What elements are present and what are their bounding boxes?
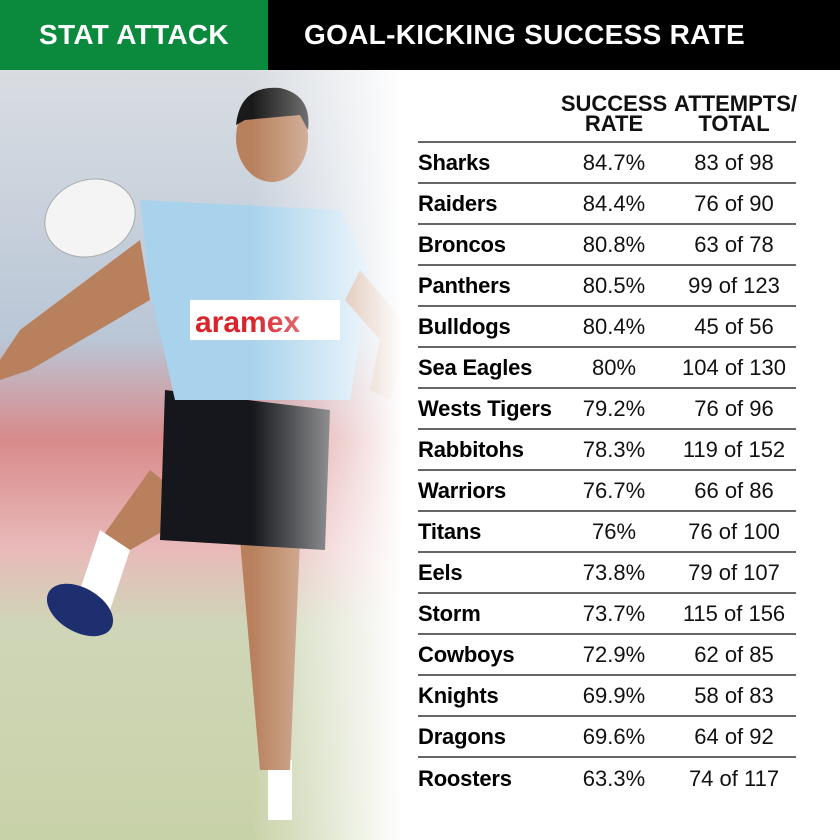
attempts-total: 99 of 123 [688, 272, 780, 298]
team-name: Titans [418, 518, 482, 544]
success-rate: 80.8% [582, 231, 646, 257]
table-row: Raiders 84.4% 76 of 90 [418, 184, 796, 225]
table-row: Storm 73.7% 115 of 156 [418, 594, 796, 635]
team-name: Roosters [418, 765, 512, 791]
stat-attack-tag: STAT ATTACK [0, 0, 268, 70]
team-name: Warriors [418, 477, 507, 503]
table-row: Warriors 76.7% 66 of 86 [418, 471, 796, 512]
table-row: Sharks 84.7% 83 of 98 [418, 143, 796, 184]
table-row: Sea Eagles 80% 104 of 130 [418, 348, 796, 389]
attempts-total: 119 of 152 [682, 436, 786, 462]
table-row: Cowboys 72.9% 62 of 85 [418, 635, 796, 676]
team-name: Panthers [418, 272, 511, 298]
table-body: Sharks 84.7% 83 of 98 Raiders 84.4% 76 of 90 B… [418, 143, 796, 799]
success-rate: 80.4% [582, 313, 646, 339]
table-row: Wests Tigers 79.2% 76 of 96 [418, 389, 796, 430]
table-row: Bulldogs 80.4% 45 of 56 [418, 307, 796, 348]
table-row: Rabbitohs 78.3% 119 of 152 [418, 430, 796, 471]
team-name: Sea Eagles [418, 354, 533, 380]
success-rate: 84.7% [582, 149, 646, 175]
attempts-total: 104 of 130 [682, 354, 786, 380]
table-row: Titans 76% 76 of 100 [418, 512, 796, 553]
success-rate: 73.8% [582, 559, 646, 585]
team-name: Bulldogs [418, 313, 511, 339]
header-bar: STAT ATTACK GOAL-KICKING SUCCESS RATE [0, 0, 840, 70]
success-rate: 69.6% [582, 723, 646, 749]
attempts-total: 76 of 100 [688, 518, 780, 544]
attempts-total: 79 of 107 [688, 559, 780, 585]
team-name: Dragons [418, 723, 506, 749]
table-header: SUCCESS RATE ATTEMPTS/ TOTAL [418, 91, 798, 143]
team-name: Sharks [418, 149, 491, 175]
success-rate: 80% [591, 354, 637, 380]
attempts-total: 76 of 96 [694, 395, 774, 421]
team-name: Eels [418, 559, 463, 585]
attempts-total: 64 of 92 [694, 723, 774, 749]
attempts-total: 62 of 85 [694, 641, 774, 667]
team-name: Broncos [418, 231, 506, 257]
attempts-total: 63 of 78 [694, 231, 774, 257]
attempts-total: 58 of 83 [694, 682, 774, 708]
attempts-total: 115 of 156 [682, 600, 786, 626]
success-rate: 72.9% [582, 641, 646, 667]
team-name: Wests Tigers [418, 395, 552, 421]
attempts-total: 76 of 90 [694, 190, 774, 216]
table-row: Dragons 69.6% 64 of 92 [418, 717, 796, 758]
attempts-total: 66 of 86 [694, 477, 774, 503]
page-title: GOAL-KICKING SUCCESS RATE [304, 19, 745, 50]
attempts-total: 83 of 98 [694, 149, 774, 175]
team-name: Knights [418, 682, 499, 708]
table-row: Knights 69.9% 58 of 83 [418, 676, 796, 717]
success-rate: 79.2% [582, 395, 646, 421]
success-rate: 80.5% [582, 272, 646, 298]
success-rate: 73.7% [582, 600, 646, 626]
attempts-total: 45 of 56 [694, 313, 774, 339]
success-rate: 63.3% [582, 765, 646, 791]
player-photo: aramex [0, 70, 840, 840]
table-row: Broncos 80.8% 63 of 78 [418, 225, 796, 266]
column-header-attempts-total: ATTEMPTS/ TOTAL [674, 91, 798, 136]
table-row: Eels 73.8% 79 of 107 [418, 553, 796, 594]
success-rate: 76% [591, 518, 637, 544]
table-row: Roosters 63.3% 74 of 117 [418, 758, 796, 799]
column-header-success-rate: SUCCESS RATE [560, 91, 668, 136]
success-rate: 69.9% [582, 682, 646, 708]
attempts-total: 74 of 117 [688, 765, 780, 791]
team-name: Cowboys [418, 641, 515, 667]
stats-table: SUCCESS RATE ATTEMPTS/ TOTAL Sharks 84.7%… [418, 91, 798, 799]
team-name: Storm [418, 600, 481, 626]
success-rate: 84.4% [582, 190, 646, 216]
success-rate: 76.7% [582, 477, 646, 503]
team-name: Raiders [418, 190, 498, 216]
table-row: Panthers 80.5% 99 of 123 [418, 266, 796, 307]
success-rate: 78.3% [582, 436, 646, 462]
team-name: Rabbitohs [418, 436, 524, 462]
